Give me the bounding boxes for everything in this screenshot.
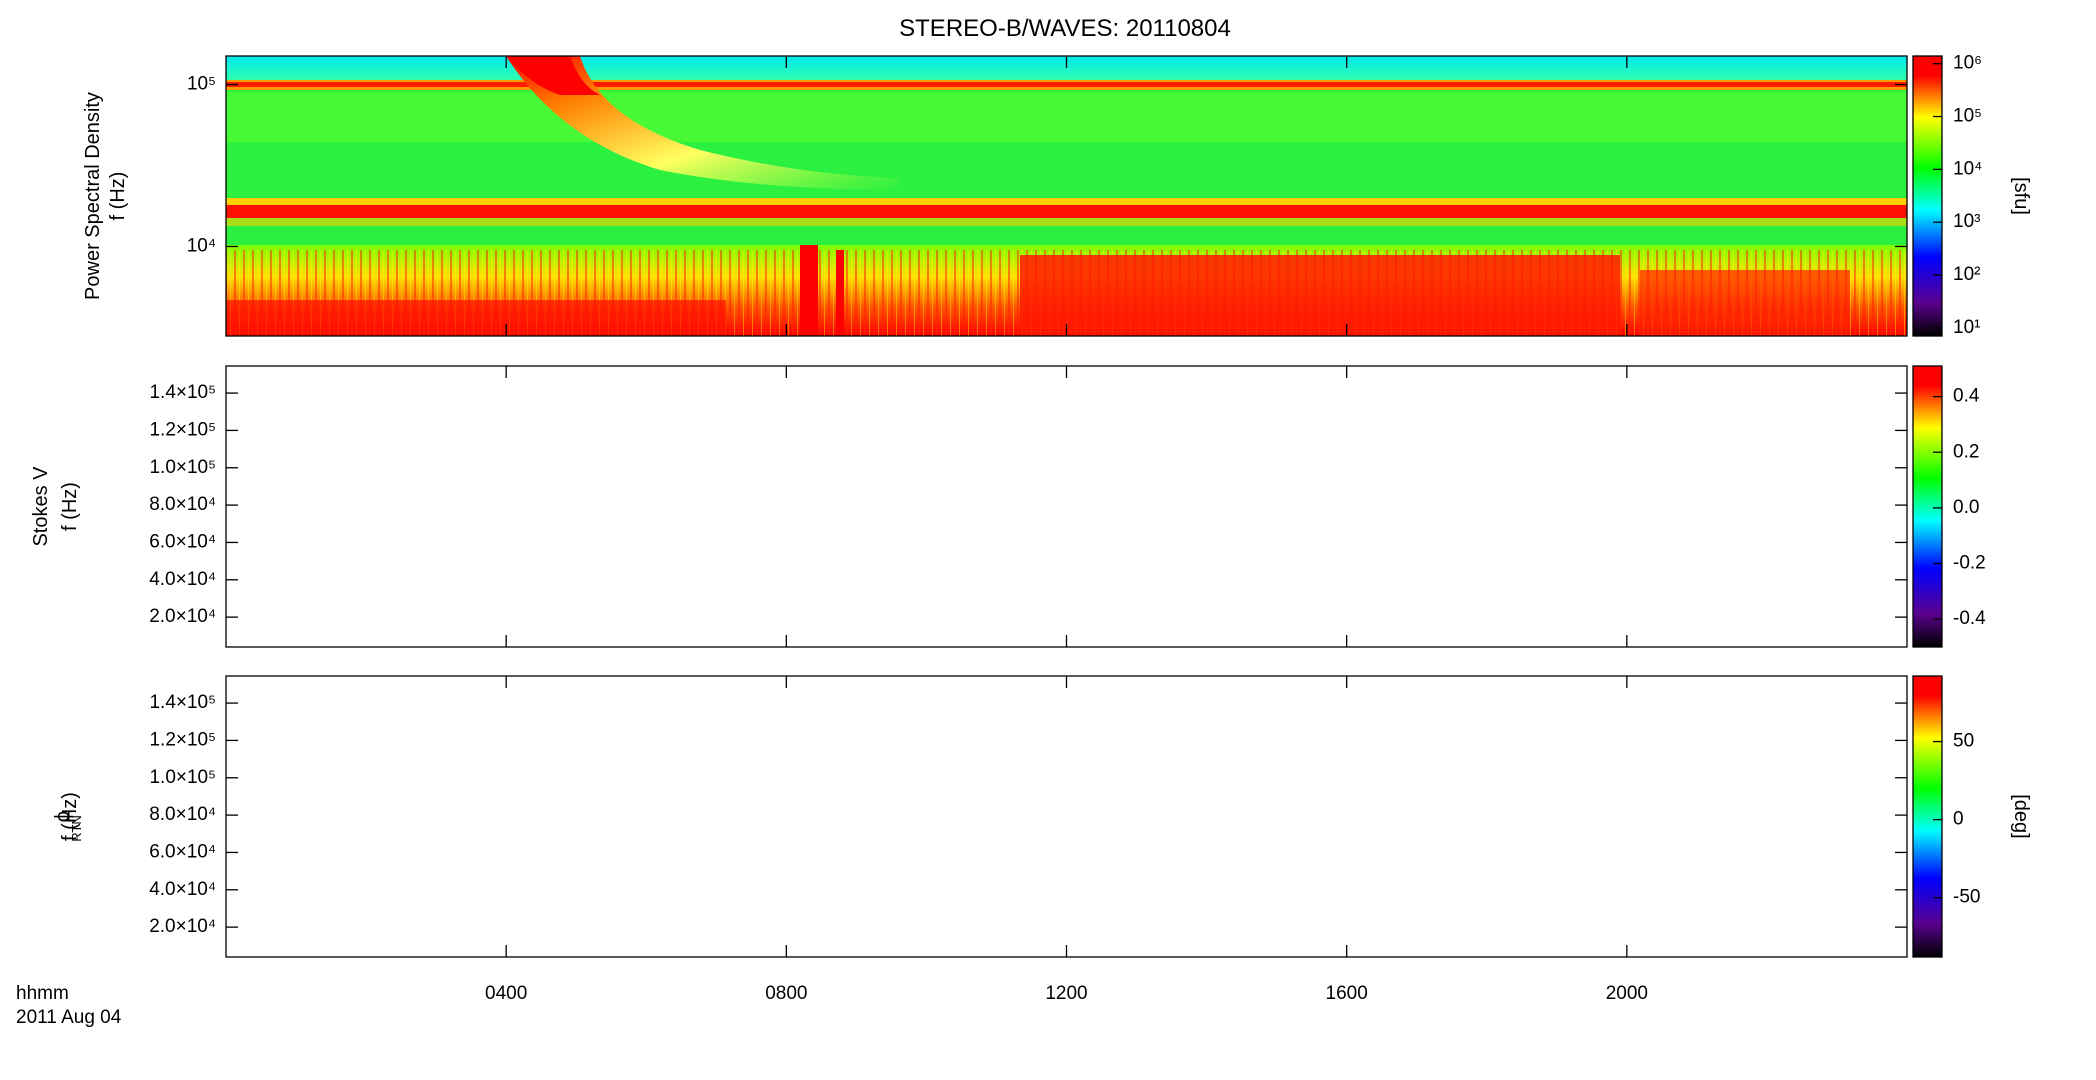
- x-tick-label: 2000: [1606, 983, 1648, 1004]
- y-tick-label: 4.0×10⁴: [149, 879, 216, 900]
- y-tick-label: 6.0×10⁴: [149, 841, 216, 862]
- y-tick-label: 8.0×10⁴: [149, 494, 216, 515]
- y-tick-label: 6.0×10⁴: [149, 531, 216, 552]
- colorbar: [1912, 365, 1943, 648]
- y-tick-label: 2.0×10⁴: [149, 916, 216, 937]
- date-label: 2011 Aug 04: [16, 1007, 122, 1028]
- colorbar-tick-label: 10⁴: [1953, 158, 1982, 179]
- y-tick-label: 1.4×10⁵: [149, 692, 216, 713]
- colorbar: [1912, 675, 1943, 958]
- y-tick-label: 2.0×10⁴: [149, 606, 216, 627]
- y-tick-label: 1.0×10⁵: [149, 457, 216, 478]
- y-axis-label-subscript: RTN: [69, 815, 84, 841]
- colorbar-tick-label: 0.0: [1953, 497, 1979, 518]
- chart-title: STEREO-B/WAVES: 20110804: [899, 15, 1231, 42]
- colorbar-tick-label: -50: [1953, 887, 1980, 908]
- y-axis-label: f (Hz): [59, 792, 81, 841]
- plot-frame: [225, 365, 1908, 648]
- x-tick-label: 0800: [765, 983, 807, 1004]
- colorbar-tick-label: -0.4: [1953, 608, 1986, 629]
- x-axis-label: hhmm: [16, 983, 69, 1004]
- y-tick-label: 8.0×10⁴: [149, 804, 216, 825]
- x-tick-label: 1600: [1326, 983, 1368, 1004]
- y-axis-label: Power Spectral Density: [82, 92, 104, 300]
- colorbar-tick-label: 10³: [1953, 211, 1980, 232]
- colorbar-tick-label: 50: [1953, 731, 1974, 752]
- y-tick-label: 1.0×10⁵: [149, 767, 216, 788]
- y-axis-label: f (Hz): [59, 482, 81, 531]
- y-axis-label: f (Hz): [107, 172, 129, 221]
- y-tick-label: 1.4×10⁵: [149, 382, 216, 403]
- colorbar-tick-label: 0: [1953, 809, 1964, 830]
- y-tick-label: 4.0×10⁴: [149, 569, 216, 590]
- x-tick-label: 1200: [1045, 983, 1087, 1004]
- y-tick-label: 10⁵: [187, 74, 216, 95]
- colorbar-tick-label: 0.4: [1953, 386, 1980, 407]
- y-tick-label: 1.2×10⁵: [149, 729, 216, 750]
- spectrogram: [226, 56, 1907, 336]
- colorbar-tick-label: 10⁶: [1953, 53, 1982, 74]
- y-axis-label: ϕ: [52, 811, 74, 822]
- y-tick-label: 10⁴: [187, 235, 216, 256]
- y-tick-label: 1.2×10⁵: [149, 419, 216, 440]
- plot-frame: [225, 675, 1908, 958]
- colorbar: [1912, 55, 1943, 337]
- colorbar-label: [sfu]: [2010, 177, 2032, 215]
- y-axis-label: Stokes V: [30, 466, 52, 547]
- x-tick-label: 0400: [485, 983, 527, 1004]
- colorbar-tick-label: -0.2: [1953, 553, 1986, 574]
- colorbar-tick-label: 10⁵: [1953, 106, 1982, 127]
- colorbar-tick-label: 10¹: [1953, 317, 1980, 338]
- colorbar-tick-label: 0.2: [1953, 441, 1979, 462]
- colorbar-label: [deg]: [2010, 794, 2032, 838]
- colorbar-tick-label: 10²: [1953, 264, 1980, 285]
